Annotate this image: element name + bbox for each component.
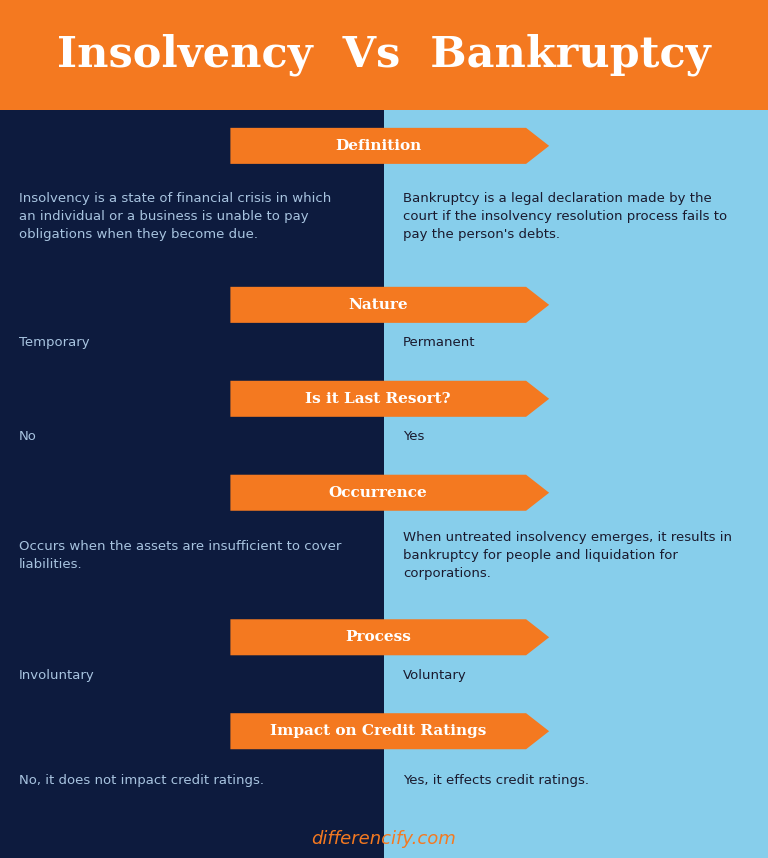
Text: Process: Process (346, 631, 411, 644)
Text: Occurrence: Occurrence (329, 486, 428, 499)
Text: Bankruptcy is a legal declaration made by the
court if the insolvency resolution: Bankruptcy is a legal declaration made b… (403, 192, 727, 241)
Polygon shape (230, 474, 549, 511)
Polygon shape (230, 128, 549, 164)
Text: Insolvency is a state of financial crisis in which
an individual or a business i: Insolvency is a state of financial crisi… (19, 192, 332, 241)
FancyBboxPatch shape (0, 110, 384, 858)
Polygon shape (230, 619, 549, 656)
FancyBboxPatch shape (0, 0, 768, 110)
Text: Voluntary: Voluntary (403, 668, 467, 682)
FancyBboxPatch shape (384, 110, 768, 858)
FancyBboxPatch shape (384, 110, 768, 117)
Text: No: No (19, 430, 37, 444)
Text: Nature: Nature (349, 298, 408, 311)
Text: Permanent: Permanent (403, 336, 475, 349)
Text: Impact on Credit Ratings: Impact on Credit Ratings (270, 724, 486, 738)
Text: Yes, it effects credit ratings.: Yes, it effects credit ratings. (403, 774, 589, 787)
Polygon shape (230, 287, 549, 323)
Text: Yes: Yes (403, 430, 425, 444)
Polygon shape (230, 381, 549, 417)
Text: Definition: Definition (335, 139, 422, 153)
Text: Involuntary: Involuntary (19, 668, 95, 682)
Text: Occurs when the assets are insufficient to cover
liabilities.: Occurs when the assets are insufficient … (19, 541, 342, 571)
Text: When untreated insolvency emerges, it results in
bankruptcy for people and liqui: When untreated insolvency emerges, it re… (403, 531, 732, 581)
Text: Temporary: Temporary (19, 336, 90, 349)
Text: No, it does not impact credit ratings.: No, it does not impact credit ratings. (19, 774, 264, 787)
Text: Is it Last Resort?: Is it Last Resort? (306, 392, 451, 406)
Text: differencify.com: differencify.com (312, 831, 456, 848)
Text: Insolvency  Vs  Bankruptcy: Insolvency Vs Bankruptcy (57, 33, 711, 76)
Polygon shape (230, 713, 549, 749)
